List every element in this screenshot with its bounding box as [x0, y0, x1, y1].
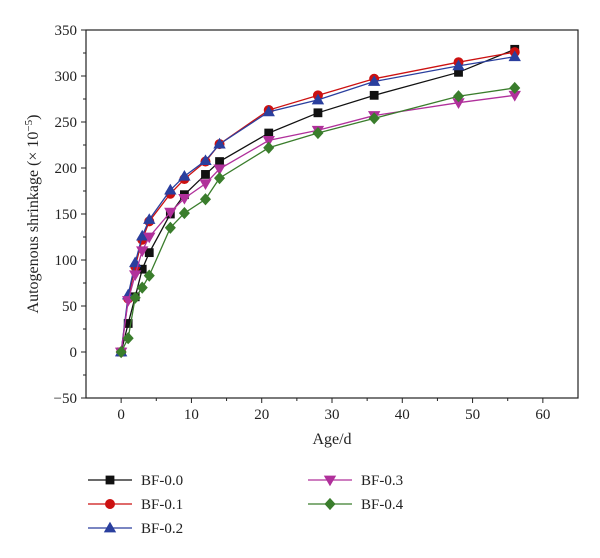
legend-item: BF-0.4	[308, 497, 404, 513]
y-axis-label: Autogenous shrinkage (× 10−5)	[23, 115, 42, 314]
y-tick-label: 50	[62, 299, 77, 315]
tick-labels: 0 10 20 30 40 50 60 −50 0 50 100 150 200 250 300 350	[54, 23, 551, 423]
data-point	[129, 291, 141, 304]
y-tick-label: −50	[54, 391, 77, 407]
data-point	[369, 90, 379, 100]
data-point	[178, 206, 190, 220]
data-point	[313, 108, 323, 118]
x-tick-label: 60	[535, 407, 550, 423]
data-point	[201, 170, 210, 179]
data-point	[164, 221, 176, 234]
data-point	[199, 154, 212, 166]
data-point	[368, 112, 380, 125]
data-point	[311, 93, 325, 105]
data-point	[129, 270, 142, 282]
data-point	[213, 164, 226, 176]
x-tick-label: 0	[117, 407, 125, 423]
data-point	[143, 232, 156, 244]
data-point	[452, 59, 465, 71]
legend-marker	[324, 497, 336, 511]
data-point	[508, 50, 521, 62]
data-point	[262, 135, 275, 147]
x-axis-label: Age/d	[312, 431, 351, 448]
legend-marker	[105, 498, 116, 509]
series-line	[120, 56, 515, 353]
data-point	[122, 332, 134, 345]
legend-label: BF-0.3	[361, 473, 403, 489]
legend-item: BF-0.2	[88, 521, 183, 537]
series-bf-0-4	[115, 81, 521, 359]
x-tick-label: 40	[395, 407, 410, 423]
data-point	[215, 157, 224, 166]
y-tick-label: 350	[55, 23, 78, 39]
y-axis-label-superscript: −5	[23, 119, 35, 131]
data-point	[199, 193, 212, 206]
data-point	[178, 193, 191, 205]
data-point	[178, 169, 191, 181]
legend-marker	[103, 521, 117, 533]
y-axis-label-main: Autogenous shrinkage (× 10	[25, 132, 42, 314]
data-point	[144, 248, 154, 258]
y-tick-label: 150	[55, 207, 78, 223]
legend-label: BF-0.1	[141, 497, 183, 513]
x-tick-label: 20	[254, 407, 269, 423]
data-point	[262, 105, 275, 117]
series-layer	[114, 44, 521, 359]
data-point	[143, 269, 155, 282]
legend-item: BF-0.1	[88, 497, 183, 513]
x-tick-label: 10	[184, 407, 199, 423]
plot-frame	[85, 29, 579, 399]
data-point	[213, 137, 226, 149]
y-tick-label: 300	[55, 69, 78, 85]
y-tick-label: 200	[55, 161, 78, 177]
legend: BF-0.0 BF-0.1 BF-0.2 BF-0.3 BF-0.4	[88, 473, 404, 537]
axis-ticks	[81, 29, 544, 403]
x-tick-label: 30	[325, 407, 340, 423]
data-point	[214, 172, 226, 185]
data-point	[115, 345, 127, 359]
legend-marker	[105, 475, 115, 485]
legend-label: BF-0.4	[361, 497, 404, 513]
data-point	[312, 126, 324, 140]
series-line	[120, 48, 515, 353]
data-point	[263, 141, 275, 154]
data-point	[199, 179, 212, 190]
y-tick-label: 0	[70, 345, 78, 361]
data-point	[509, 81, 521, 95]
x-tick-label: 50	[465, 407, 480, 423]
data-point	[143, 213, 156, 224]
y-axis-label-close: )	[25, 115, 42, 120]
y-tick-label: 250	[55, 115, 78, 131]
data-point	[136, 281, 148, 294]
y-tick-label: 100	[55, 253, 78, 269]
data-point	[452, 90, 465, 103]
data-point	[367, 75, 381, 86]
legend-marker	[323, 475, 337, 487]
data-point	[164, 207, 177, 219]
legend-item: BF-0.3	[308, 473, 403, 489]
legend-label: BF-0.0	[141, 473, 183, 489]
data-point	[136, 246, 149, 258]
legend-label: BF-0.2	[141, 521, 183, 537]
data-point	[264, 128, 274, 138]
data-point	[164, 183, 177, 195]
legend-item: BF-0.0	[88, 473, 183, 489]
